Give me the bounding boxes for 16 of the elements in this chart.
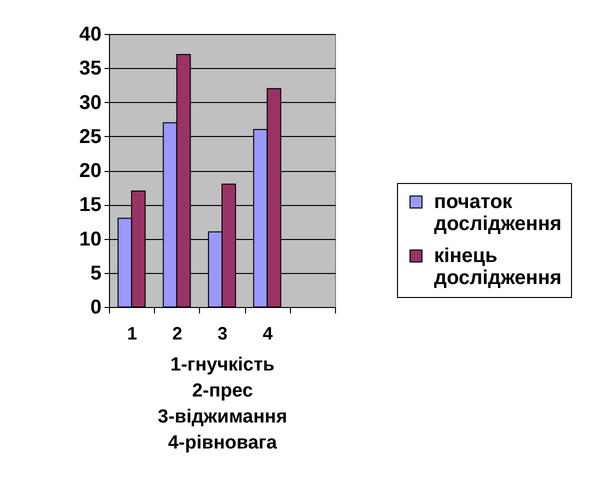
y-tick-label: 40 xyxy=(79,24,102,46)
y-tick-label: 20 xyxy=(79,160,102,182)
y-tick-label: 30 xyxy=(79,92,102,114)
x-axis-title: 1-гнучкість 2-прес 3-віджимання 4-рівновага xyxy=(158,354,288,454)
y-tick-label: 35 xyxy=(79,58,102,80)
y-tick-label: 0 xyxy=(90,296,102,318)
x-tick-label: 3 xyxy=(217,324,228,344)
x-tick-label: 4 xyxy=(262,324,273,344)
x-tick-label: 2 xyxy=(172,324,182,344)
y-tick-label: 25 xyxy=(79,126,102,148)
y-tick-label: 5 xyxy=(90,262,102,284)
legend-label: кінець дослідження xyxy=(434,245,562,289)
y-tick-label: 10 xyxy=(79,228,102,250)
x-tick-label: 1 xyxy=(127,324,138,344)
y-tick-label: 15 xyxy=(79,194,102,216)
legend-label: початок дослідження xyxy=(434,191,562,235)
